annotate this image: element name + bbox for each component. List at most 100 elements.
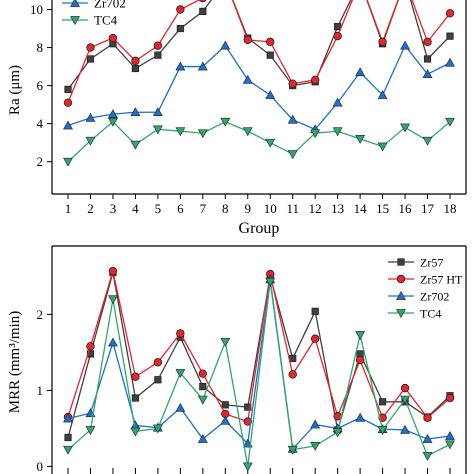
- point-zr57: [199, 7, 207, 16]
- point-zr702: [400, 40, 410, 50]
- point-tc4: [242, 127, 253, 137]
- point-zr57-ht: [131, 56, 140, 66]
- point-tc4: [130, 427, 141, 437]
- point-zr702: [175, 61, 186, 71]
- point-tc4: [422, 451, 433, 461]
- point-tc4: [220, 337, 231, 347]
- legend-marker-zr57: [397, 258, 405, 266]
- point-tc4: [175, 369, 186, 378]
- point-tc4: [287, 150, 298, 160]
- point-zr57: [334, 23, 342, 31]
- point-zr702: [422, 69, 433, 78]
- y-tick-label: 2: [37, 154, 44, 169]
- point-zr57: [86, 350, 95, 358]
- point-zr57-ht: [288, 79, 297, 88]
- x-tick-label: 6: [177, 201, 184, 216]
- point-zr57-ht: [333, 31, 342, 41]
- point-zr57-ht: [176, 5, 185, 14]
- x-tick-label: 17: [421, 201, 435, 216]
- point-tc4: [108, 295, 118, 305]
- legend-marker-zr702: [70, 0, 80, 7]
- legend-marker-tc4: [396, 309, 406, 319]
- point-zr57-ht: [108, 33, 118, 43]
- point-zr57: [378, 398, 387, 406]
- legend-label-zr702: Zr702: [420, 290, 449, 304]
- point-tc4: [355, 331, 366, 340]
- point-zr702: [445, 57, 455, 67]
- point-zr57: [446, 32, 454, 40]
- point-zr57-ht: [243, 417, 252, 426]
- point-zr57-ht: [310, 334, 320, 343]
- x-tick-label: 8: [222, 201, 229, 216]
- x-tick-label: 9: [245, 201, 252, 216]
- point-zr57-ht: [266, 37, 275, 47]
- point-zr702: [197, 61, 208, 71]
- series-line-zr57-ht: [67, 270, 451, 423]
- point-tc4: [85, 136, 96, 146]
- x-tick-label: 10: [264, 201, 277, 216]
- point-zr702: [287, 114, 298, 124]
- x-tick-label: 12: [309, 201, 322, 216]
- x-tick-label: 13: [331, 201, 344, 216]
- point-tc4: [130, 140, 141, 150]
- point-zr57-ht: [86, 342, 95, 351]
- point-zr57-ht: [378, 37, 387, 47]
- point-zr702: [197, 434, 208, 443]
- legend-marker-zr57-ht: [396, 274, 406, 284]
- point-zr702: [242, 74, 253, 84]
- point-zr57: [154, 51, 162, 59]
- point-tc4: [445, 440, 455, 450]
- point-zr57: [199, 382, 207, 391]
- y-axis-label: MRR (mm³/min): [7, 311, 23, 413]
- x-tick-label: 7: [200, 201, 207, 216]
- point-zr702: [108, 337, 118, 347]
- series-line-zr702: [67, 279, 451, 451]
- y-tick-label: 8: [37, 40, 44, 55]
- point-zr702: [422, 434, 433, 443]
- point-tc4: [310, 442, 321, 451]
- point-zr702: [63, 120, 73, 130]
- point-tc4: [332, 428, 343, 438]
- point-zr57-ht: [423, 413, 432, 422]
- point-tc4: [400, 395, 410, 405]
- point-tc4: [310, 129, 321, 139]
- point-zr702: [130, 107, 141, 117]
- point-zr57: [244, 403, 252, 411]
- y-axis-label: Ra (μm): [7, 65, 23, 115]
- point-zr57: [64, 85, 72, 93]
- point-zr57: [154, 376, 162, 384]
- point-zr57-ht: [243, 35, 252, 45]
- point-tc4: [400, 123, 410, 133]
- point-tc4: [332, 127, 343, 137]
- point-zr57-ht: [423, 37, 432, 47]
- x-tick-label: 4: [132, 201, 139, 216]
- y-tick-label: 4: [37, 116, 44, 131]
- point-zr702: [220, 40, 231, 50]
- point-zr702: [355, 67, 366, 77]
- point-zr57-ht: [153, 41, 163, 50]
- x-tick-label: 16: [399, 201, 413, 216]
- point-zr57: [311, 307, 319, 315]
- legend-label-zr702: Zr702: [94, 0, 126, 11]
- x-tick-label: 15: [376, 201, 389, 216]
- x-tick-label: 3: [110, 201, 117, 216]
- legend-marker-zr702: [396, 290, 406, 300]
- point-zr57-ht: [198, 369, 208, 378]
- y-tick-label: 10: [30, 2, 43, 17]
- point-tc4: [445, 117, 455, 127]
- point-tc4: [152, 125, 163, 135]
- point-zr702: [400, 424, 410, 434]
- point-tc4: [152, 424, 163, 434]
- point-tc4: [377, 142, 388, 152]
- point-tc4: [63, 157, 73, 167]
- x-tick-label: 5: [155, 201, 162, 216]
- point-zr57-ht: [153, 358, 163, 367]
- point-zr702: [63, 413, 73, 423]
- point-tc4: [63, 445, 73, 455]
- point-tc4: [265, 277, 276, 287]
- point-tc4: [108, 117, 118, 127]
- point-zr57-ht: [445, 9, 455, 18]
- series-line-tc4: [67, 120, 451, 163]
- plot-area: [63, 0, 455, 167]
